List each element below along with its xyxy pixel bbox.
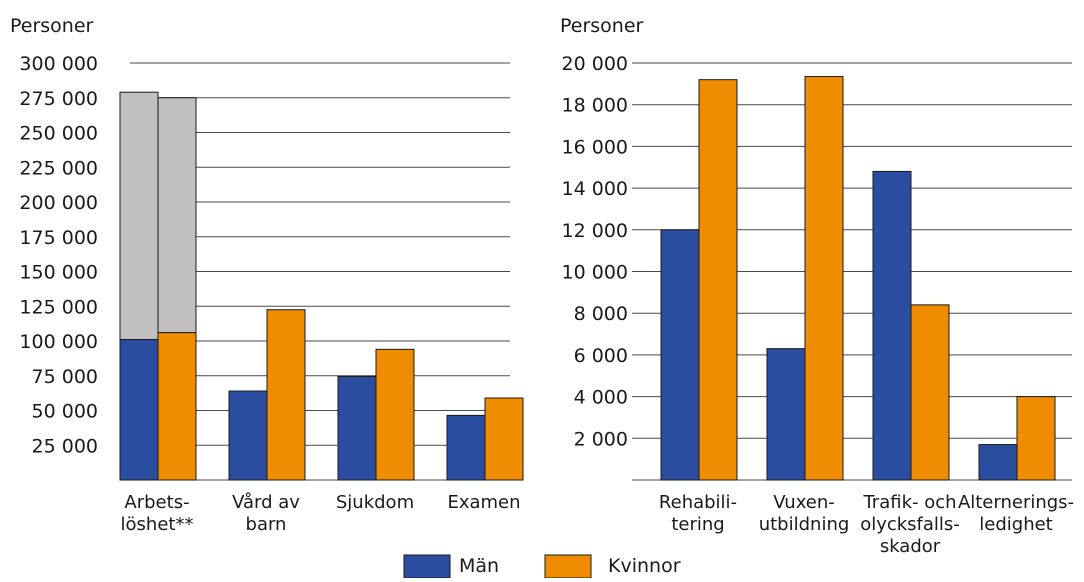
x-category-label: Vuxen-utbildning xyxy=(759,492,850,535)
bar xyxy=(228,390,268,481)
legend-label: Kvinnor xyxy=(608,555,681,577)
y-axis-label: Personer xyxy=(560,15,644,37)
x-category-label: Sjukdom xyxy=(336,492,414,513)
x-category-label-line: olycksfalls- xyxy=(860,514,960,535)
bar-stack-total xyxy=(119,91,159,341)
y-tick-label: 6 000 xyxy=(574,345,628,367)
bar xyxy=(698,79,738,481)
bar xyxy=(872,170,912,481)
y-tick-label: 50 000 xyxy=(32,401,98,423)
y-tick-label: 175 000 xyxy=(19,227,98,249)
x-category-label-line: Trafik- och xyxy=(862,492,956,513)
legend-swatch xyxy=(544,554,592,579)
x-category-label-line: Sjukdom xyxy=(336,492,414,513)
y-tick-label: 75 000 xyxy=(32,366,98,388)
legend: Män Kvinnor xyxy=(403,554,681,579)
legend-label: Män xyxy=(459,555,499,577)
y-tick-label: 300 000 xyxy=(19,53,98,75)
y-tick-label: 2 000 xyxy=(574,428,628,450)
y-tick-label: 200 000 xyxy=(19,192,98,214)
x-category-label-line: löshet** xyxy=(121,514,194,535)
y-tick-label: 18 000 xyxy=(562,95,628,117)
x-category-label-line: Arbets- xyxy=(124,492,189,513)
y-tick-label: 250 000 xyxy=(19,123,98,145)
bar xyxy=(157,332,197,481)
y-tick-label: 275 000 xyxy=(19,88,98,110)
y-tick-label: 14 000 xyxy=(562,178,628,200)
bar xyxy=(446,414,486,481)
y-tick-label: 4 000 xyxy=(574,387,628,409)
chart-panel-2: Personer 20 000 18 000 16 000 14 000 12 000 10… xyxy=(560,15,1074,557)
x-category-label: Trafik- och olycksfalls-skador xyxy=(860,492,960,557)
y-tick-label: 16 000 xyxy=(562,136,628,158)
bar xyxy=(375,348,415,481)
x-category-label-line: Rehabili- xyxy=(659,492,737,513)
bar xyxy=(119,339,159,481)
y-tick-label: 8 000 xyxy=(574,303,628,325)
y-tick-label: 225 000 xyxy=(19,157,98,179)
bar-stack-total xyxy=(157,97,197,334)
y-tick-label: 25 000 xyxy=(32,435,98,457)
legend-swatch xyxy=(403,554,451,579)
y-axis-label: Personer xyxy=(10,15,94,37)
bar xyxy=(1016,396,1056,481)
x-category-label-line: Examen xyxy=(447,492,520,513)
x-category-label: Rehabili-tering xyxy=(659,492,737,535)
x-category-label-line: ledighet xyxy=(979,514,1052,535)
x-category-label-line: Vård av xyxy=(232,492,300,513)
y-tick-label: 150 000 xyxy=(19,262,98,284)
bar xyxy=(337,375,377,481)
bar xyxy=(266,309,306,481)
y-tick-label: 20 000 xyxy=(562,53,628,75)
x-category-label-line: utbildning xyxy=(759,514,850,535)
bar xyxy=(804,76,844,481)
x-category-label-line: barn xyxy=(246,514,287,535)
bar xyxy=(910,304,950,481)
x-category-label-line: Vuxen- xyxy=(773,492,835,513)
x-category-label-line: skador xyxy=(880,536,941,557)
x-category-label-line: tering xyxy=(671,514,724,535)
x-category-label: Alternerings-ledighet xyxy=(958,492,1074,535)
x-category-label: Vård av barn xyxy=(232,492,300,535)
y-tick-label: 10 000 xyxy=(562,262,628,284)
bar xyxy=(660,229,700,481)
x-category-label: Examen xyxy=(447,492,520,513)
y-tick-label: 125 000 xyxy=(19,296,98,318)
y-tick-label: 12 000 xyxy=(562,220,628,242)
chart-panel-1: Personer 300 000 275 000 250 000 225 000 200 … xyxy=(10,15,524,535)
bar xyxy=(978,444,1018,481)
bar xyxy=(766,348,806,481)
x-category-label-line: Alternerings- xyxy=(958,492,1074,513)
y-tick-label: 100 000 xyxy=(19,331,98,353)
x-category-label: Arbets-löshet** xyxy=(121,492,194,535)
bar xyxy=(484,397,524,481)
